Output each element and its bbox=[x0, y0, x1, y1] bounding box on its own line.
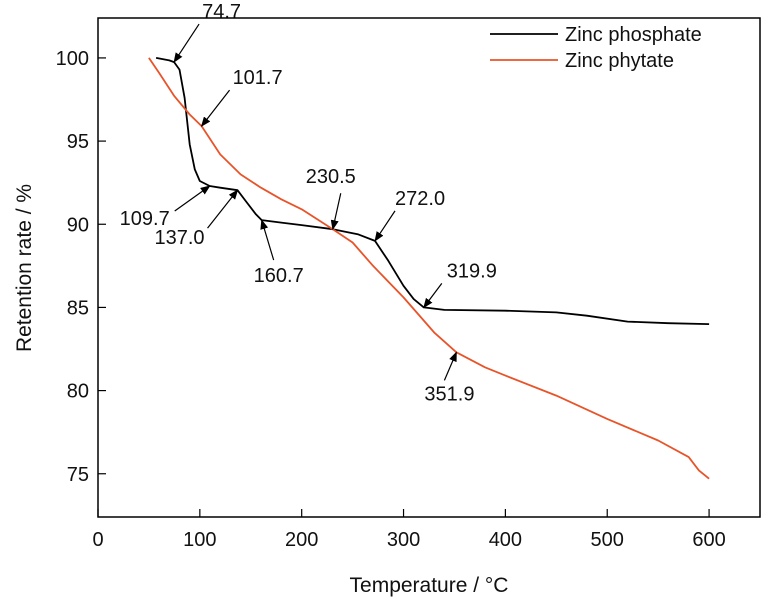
y-tick-label: 75 bbox=[67, 464, 89, 486]
y-tick-label: 100 bbox=[56, 48, 89, 70]
y-tick-label: 85 bbox=[67, 297, 89, 319]
x-tick-label: 0 bbox=[92, 529, 103, 551]
x-tick-label: 600 bbox=[692, 529, 725, 551]
annotation-arrow bbox=[330, 193, 342, 231]
y-tick-label: 95 bbox=[67, 131, 89, 153]
x-tick-label: 400 bbox=[489, 529, 522, 551]
annotation-arrow bbox=[374, 210, 396, 242]
legend-label: Zinc phosphate bbox=[565, 24, 702, 46]
x-tick-label: 500 bbox=[591, 529, 624, 551]
annotation-label: 230.5 bbox=[306, 166, 356, 188]
annotation-label: 101.7 bbox=[233, 67, 283, 89]
annotation-arrow bbox=[260, 219, 275, 261]
annotation-arrow bbox=[207, 189, 239, 229]
y-tick-label: 90 bbox=[67, 214, 89, 236]
annotation-label: 272.0 bbox=[395, 188, 445, 210]
y-tick-label: 80 bbox=[67, 381, 89, 403]
annotation-label: 319.9 bbox=[447, 260, 497, 282]
annotation-label: 74.7 bbox=[202, 1, 241, 23]
series-line-zinc-phytate bbox=[148, 57, 710, 480]
annotation-arrow bbox=[200, 89, 231, 127]
x-axis-label: Temperature / °C bbox=[350, 574, 509, 597]
annotation-label: 137.0 bbox=[154, 227, 204, 249]
plot-frame bbox=[97, 17, 761, 518]
annotation-arrow bbox=[174, 185, 211, 212]
legend-label: Zinc phytate bbox=[565, 50, 674, 72]
annotation-arrow bbox=[443, 351, 457, 381]
annotation-label: 160.7 bbox=[254, 265, 304, 287]
y-axis-label: Retention rate / % bbox=[13, 184, 36, 352]
legend: Zinc phosphate Zinc phytate bbox=[490, 24, 702, 72]
x-tick-label: 100 bbox=[183, 529, 216, 551]
annotation-arrow bbox=[173, 23, 200, 63]
series-line-zinc-phosphate bbox=[155, 57, 710, 325]
annotation-label: 109.7 bbox=[120, 208, 170, 230]
annotation-label: 351.9 bbox=[424, 383, 474, 405]
x-tick-label: 300 bbox=[387, 529, 420, 551]
x-tick-label: 200 bbox=[285, 529, 318, 551]
annotation-arrow bbox=[423, 283, 443, 309]
